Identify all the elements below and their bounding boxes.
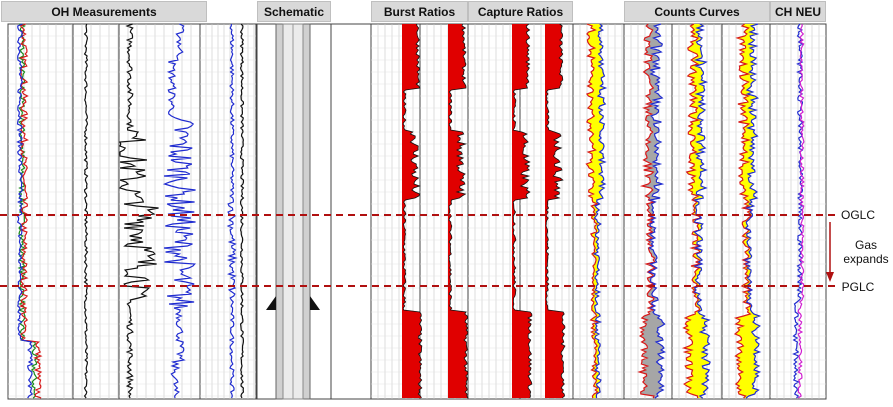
sigma-red-curve <box>585 23 600 399</box>
capture-2-fill <box>545 24 565 398</box>
capture-1-fill <box>512 24 532 398</box>
sigma-blue-curve <box>592 23 608 399</box>
header-counts-curves: Counts Curves <box>624 1 770 22</box>
header-schematic: Schematic <box>257 1 331 22</box>
depth-track-frame <box>330 23 372 400</box>
counts-3-fill <box>735 24 760 398</box>
counts-3-red-curve <box>733 23 753 399</box>
counts-1-blue-curve <box>647 23 667 399</box>
oh-blue-curve <box>16 23 34 399</box>
oh-blue-curve-3 <box>226 23 238 399</box>
header-oh-measurements: OH Measurements <box>1 1 207 22</box>
gas-arrow-head-icon <box>826 272 834 282</box>
header-capture-ratios: Capture Ratios <box>468 1 573 22</box>
counts-2-fill <box>683 24 711 398</box>
oglc-label: OGLC <box>840 208 875 222</box>
oh-track-1-frame <box>7 23 74 400</box>
oh-black-curve-1 <box>83 23 89 399</box>
burst-1-curve <box>402 23 423 399</box>
packer-right-icon <box>310 296 320 310</box>
header-ch-neu: CH NEU <box>770 1 826 22</box>
capture-1-curve <box>512 23 533 399</box>
counts-1-fill <box>639 24 665 398</box>
gas-expands-line2: expands <box>843 252 889 266</box>
oh-blue-curve-2 <box>162 23 196 399</box>
packer-left-icon <box>266 296 276 310</box>
chneu-blue-curve <box>792 23 804 399</box>
counts-1-red-curve <box>637 23 657 399</box>
burst-2-curve <box>448 23 469 399</box>
oh-track-2-frame <box>72 23 120 400</box>
burst-2-fill <box>448 24 468 398</box>
capture-track-1-frame <box>467 23 521 400</box>
counts-2-blue-curve <box>692 23 711 399</box>
gas-expands-line1: Gas <box>854 238 877 252</box>
oh-black-curve-3 <box>239 23 245 399</box>
capture-2-curve <box>545 23 566 399</box>
chneu-magenta-curve <box>797 23 805 399</box>
oh-black-curve-2 <box>118 23 159 399</box>
sigma-fill <box>586 24 606 398</box>
gas-expands-label: Gas expands <box>838 238 893 266</box>
counts-2-red-curve <box>681 23 702 399</box>
burst-1-fill <box>402 24 422 398</box>
header-burst-ratios: Burst Ratios <box>371 1 468 22</box>
counts-3-blue-curve <box>743 23 762 399</box>
pglc-label: PGLC <box>841 280 875 294</box>
